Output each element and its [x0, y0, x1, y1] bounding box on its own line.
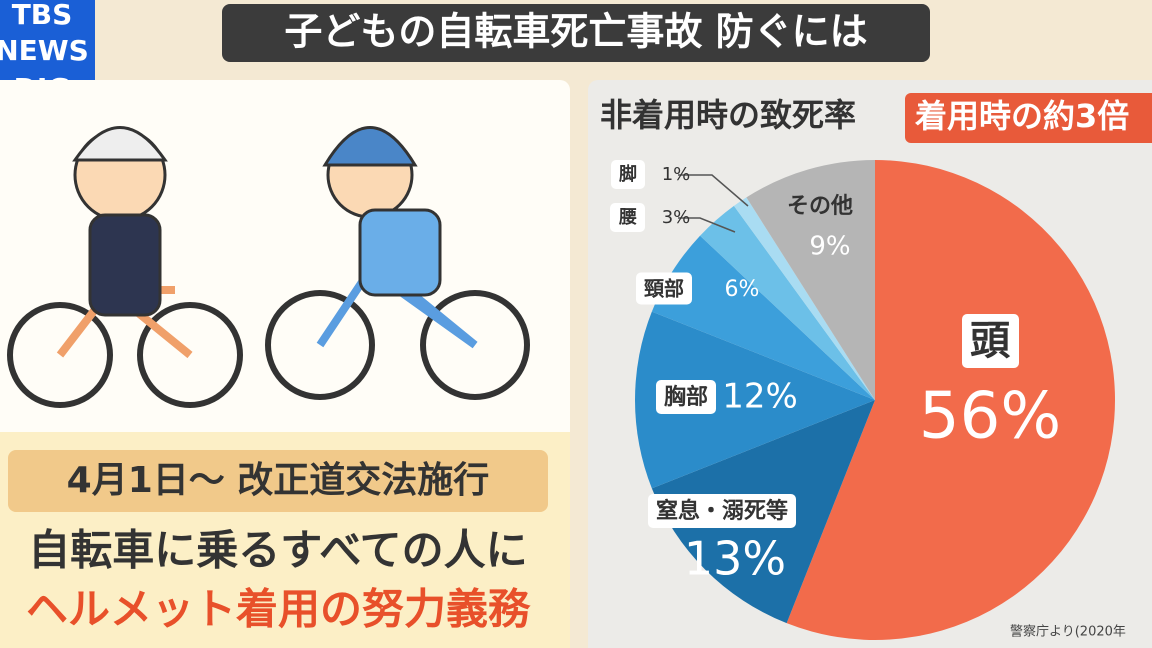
category-label: 胸部 — [664, 384, 708, 410]
label-box — [610, 203, 645, 232]
notice-line: 自転車に乗るすべての人に — [28, 526, 527, 575]
value-label: 56% — [919, 380, 1061, 454]
subtitle-box — [905, 93, 1152, 143]
leader-line — [678, 174, 749, 207]
pie-slice — [700, 205, 875, 400]
source: 警察庁より(2020年 — [1010, 624, 1126, 640]
label-box — [962, 314, 1019, 368]
logo-text: NEWS — [0, 34, 89, 67]
chart-subtitle: 着用時の約3倍 — [914, 97, 1129, 135]
pie-slice — [635, 311, 875, 489]
illustration — [7, 126, 530, 408]
value-label: 3% — [662, 207, 691, 228]
category-label: 頸部 — [644, 277, 684, 301]
category-label: 脚 — [619, 164, 637, 185]
label-box — [611, 160, 645, 189]
date-line: 4月1日〜 改正道交法施行 — [67, 459, 490, 501]
pie-slice — [786, 160, 1115, 640]
label-box — [636, 272, 692, 305]
label-box — [647, 494, 797, 528]
title-bar — [222, 4, 930, 62]
category-label: 腰 — [618, 207, 637, 228]
pie-slice — [651, 235, 875, 400]
chart-title: 非着用時の致死率 — [600, 96, 856, 134]
category-label: その他 — [787, 194, 853, 219]
value-label: 9% — [809, 232, 850, 262]
value-label: 13% — [684, 532, 786, 586]
category-label: 頭 — [970, 318, 1011, 364]
leader-line — [678, 217, 736, 233]
date-box — [8, 450, 548, 512]
label-box — [655, 380, 717, 414]
header-title: 子どもの自転車死亡事故 防ぐには — [284, 10, 867, 54]
logo-text: TBS — [12, 0, 73, 31]
pie-slice — [733, 197, 875, 400]
pie-slice — [746, 160, 875, 400]
value-label: 12% — [722, 377, 798, 417]
value-label: 6% — [725, 277, 760, 302]
category-label: 窒息・溺死等 — [656, 498, 788, 524]
value-label: 1% — [662, 164, 691, 185]
notice-line: ヘルメット着用の努力義務 — [26, 585, 531, 634]
